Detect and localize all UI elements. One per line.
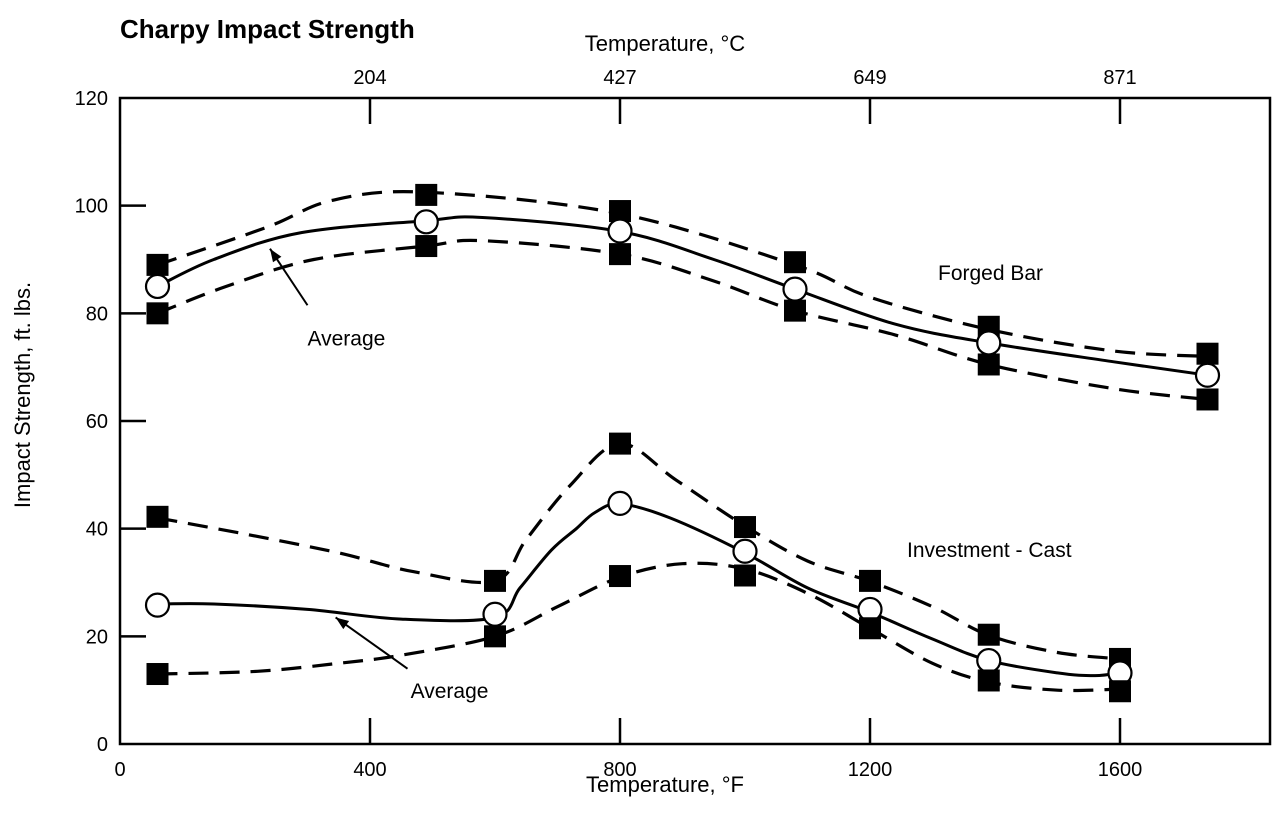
y-tick-label: 60	[86, 411, 108, 433]
square-marker	[146, 505, 169, 528]
square-marker	[609, 432, 631, 455]
series-line-0-1-solid	[156, 215, 1208, 377]
top-tick-label: 871	[1103, 67, 1136, 89]
x-tick-label: 0	[114, 759, 125, 781]
series-line-0-2-dashed	[156, 238, 1208, 402]
circle-marker	[482, 601, 508, 627]
y-tick-label: 40	[86, 519, 108, 541]
investment-cast-label: Investment - Cast	[907, 539, 1072, 562]
square-marker	[415, 183, 438, 206]
annotation-arrowhead	[270, 248, 282, 263]
series-line-0-0-dashed	[156, 190, 1208, 358]
square-marker	[146, 302, 169, 325]
square-marker	[415, 235, 438, 258]
square-marker	[1196, 388, 1219, 411]
y-tick-label: 100	[75, 196, 108, 218]
series-layer	[156, 190, 1208, 693]
circle-marker	[413, 209, 439, 235]
x-tick-label: 1600	[1098, 759, 1143, 781]
square-marker	[484, 625, 506, 648]
square-marker	[784, 299, 806, 322]
x-tick-label: 1200	[848, 759, 893, 781]
y-tick-label: 120	[75, 88, 108, 110]
square-marker	[609, 243, 631, 266]
circle-marker	[732, 538, 758, 564]
square-marker	[734, 516, 756, 539]
annotation-arrow-line	[335, 616, 409, 670]
circle-marker	[976, 647, 1002, 674]
x-tick-label: 400	[353, 759, 386, 781]
axes-layer: 0 400 800 1200 1600 204 427 649 871 0 20 40 60 80 100 1…	[75, 67, 1143, 781]
top-tick-label: 427	[603, 67, 636, 89]
chart-title: Charpy Impact Strength	[120, 14, 415, 44]
top-tick-label: 204	[353, 67, 386, 89]
circle-marker	[976, 330, 1002, 356]
x-axis-title: Temperature, °F	[586, 772, 744, 797]
annotation-layer: Average Average	[269, 248, 489, 703]
square-marker	[859, 569, 881, 592]
circle-marker	[782, 276, 808, 302]
annotation-label-average: Average	[411, 680, 489, 703]
series-line-1-2-dashed	[157, 561, 1121, 693]
square-marker	[859, 617, 881, 640]
circle-marker	[607, 218, 633, 244]
square-marker	[977, 669, 1000, 692]
square-marker	[784, 251, 806, 274]
marker-layer	[144, 183, 1221, 703]
circle-marker	[144, 592, 171, 618]
series-line-1-1-solid	[157, 502, 1121, 678]
square-marker	[734, 564, 756, 587]
square-marker	[146, 663, 169, 686]
forged-bar-label: Forged Bar	[938, 262, 1043, 285]
square-marker	[609, 200, 631, 223]
annotation-arrowhead	[335, 617, 350, 630]
top-axis-title: Temperature, °C	[585, 31, 746, 56]
square-marker	[1109, 680, 1131, 703]
square-marker	[484, 569, 506, 592]
series-line-1-0-dashed	[157, 441, 1121, 661]
top-tick-label: 649	[853, 67, 886, 89]
square-marker	[1196, 342, 1219, 365]
x-tick-label: 800	[603, 759, 636, 781]
square-marker	[977, 623, 1000, 646]
circle-marker	[607, 490, 633, 516]
circle-marker	[144, 273, 171, 300]
plot-frame	[118, 96, 1272, 746]
annotation-label-average: Average	[308, 328, 386, 351]
y-tick-label: 80	[86, 303, 108, 325]
y-axis-title: Impact Strength, ft. lbs.	[10, 282, 35, 508]
square-marker	[609, 565, 631, 588]
circle-marker	[1194, 362, 1221, 388]
y-tick-label: 20	[86, 626, 108, 648]
square-marker	[977, 353, 1000, 376]
y-tick-label: 0	[97, 734, 108, 756]
square-marker	[146, 253, 169, 276]
